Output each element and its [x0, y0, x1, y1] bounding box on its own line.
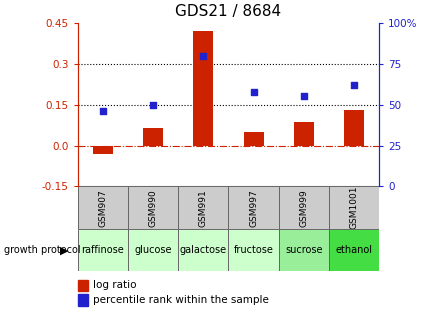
Point: [149, 102, 156, 107]
Point: [200, 53, 206, 58]
Text: GSM1001: GSM1001: [349, 186, 358, 230]
Text: growth protocol: growth protocol: [4, 245, 81, 255]
Text: sucrose: sucrose: [284, 245, 322, 255]
Bar: [293, 122, 313, 146]
Bar: [243, 132, 263, 146]
Text: fructose: fructose: [233, 245, 273, 255]
Bar: [77, 229, 128, 271]
Bar: [193, 31, 213, 146]
Text: percentile rank within the sample: percentile rank within the sample: [92, 295, 268, 305]
Point: [99, 109, 106, 114]
Title: GDS21 / 8684: GDS21 / 8684: [175, 4, 281, 19]
Bar: [343, 110, 363, 146]
Text: GSM990: GSM990: [148, 189, 157, 227]
Point: [300, 94, 307, 99]
Bar: [278, 186, 328, 229]
Text: log ratio: log ratio: [92, 281, 136, 290]
Bar: [328, 229, 378, 271]
Bar: [278, 229, 328, 271]
Bar: [77, 186, 128, 229]
Text: GSM997: GSM997: [249, 189, 258, 227]
Text: ▶: ▶: [60, 245, 69, 255]
Text: GSM991: GSM991: [198, 189, 207, 227]
Bar: [228, 186, 278, 229]
Bar: [328, 186, 378, 229]
Point: [249, 89, 256, 94]
Point: [350, 82, 357, 88]
Bar: [128, 229, 178, 271]
Text: GSM907: GSM907: [98, 189, 107, 227]
Text: ethanol: ethanol: [335, 245, 372, 255]
Bar: [178, 186, 228, 229]
Bar: [128, 186, 178, 229]
Text: raffinose: raffinose: [81, 245, 124, 255]
Bar: [228, 229, 278, 271]
Bar: [92, 146, 113, 154]
Bar: [178, 229, 228, 271]
Text: glucose: glucose: [134, 245, 172, 255]
Text: GSM999: GSM999: [299, 189, 307, 227]
Text: galactose: galactose: [179, 245, 226, 255]
Bar: [143, 128, 163, 146]
